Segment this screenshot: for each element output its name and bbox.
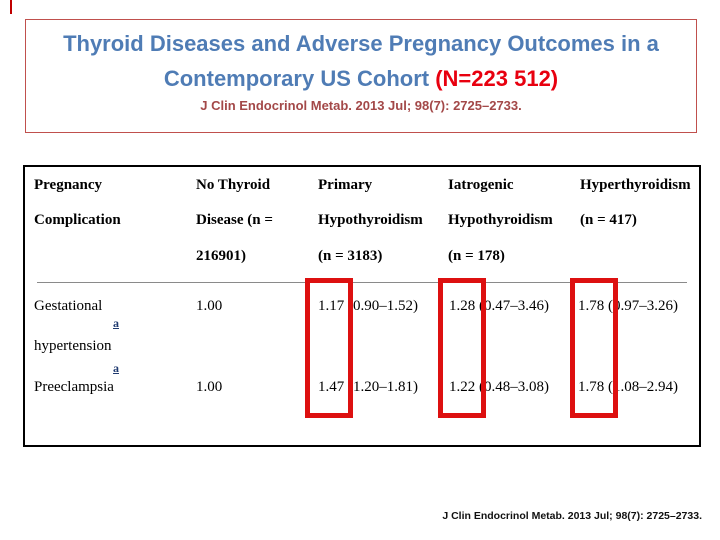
header-iatrogenic-hypothyroidism-line2: Hypothyroidism: [448, 212, 553, 228]
highlight-box-iatrogenic-hypothyroidism: [438, 278, 486, 418]
results-table: Pregnancy Complication No Thyroid Diseas…: [23, 165, 701, 447]
slide-title-line1: Thyroid Diseases and Adverse Pregnancy O…: [63, 31, 659, 56]
header-primary-hypothyroidism-line3: (n = 3183): [318, 248, 383, 264]
highlight-box-hyperthyroidism: [570, 278, 618, 418]
slide-edge-mark: [10, 0, 12, 14]
slide-title-sample-size: (N=223 512): [435, 66, 559, 91]
footer-journal-citation: J Clin Endocrinol Metab. 2013 Jul; 98(7)…: [442, 510, 702, 522]
footnote-mark-row1: a: [113, 316, 119, 330]
header-body-divider: [37, 282, 687, 283]
title-box: Thyroid Diseases and Adverse Pregnancy O…: [25, 19, 697, 133]
header-hyperthyroidism-line2: (n = 417): [580, 212, 637, 228]
header-iatrogenic-hypothyroidism-line3: (n = 178): [448, 248, 505, 264]
slide-title-line2: Contemporary US Cohort (N=223 512): [26, 66, 696, 92]
cell-preeclampsia-no-thyroid: 1.00: [196, 379, 223, 395]
header-primary-hypothyroidism-line1: Primary: [318, 177, 373, 193]
highlight-box-primary-hypothyroidism: [305, 278, 353, 418]
cell-gestational-primary: 1.17 (0.90–1.52): [318, 298, 418, 314]
cell-gestational-no-thyroid: 1.00: [196, 298, 223, 314]
header-pregnancy-complication-line2: Complication: [34, 212, 121, 228]
row-label-gestational-line1: Gestational: [34, 298, 103, 314]
cell-gestational-hyperthyroidism: 1.78 (0.97–3.26): [578, 298, 678, 314]
cell-preeclampsia-primary: 1.47 (1.20–1.81): [318, 379, 418, 395]
header-no-thyroid-line3: 216901): [196, 248, 246, 264]
header-no-thyroid-line2: Disease (n =: [196, 212, 273, 228]
cell-preeclampsia-hyperthyroidism: 1.78 (1.08–2.94): [578, 379, 678, 395]
row-label-gestational-line2: hypertension: [34, 338, 112, 354]
header-no-thyroid-line1: No Thyroid: [196, 177, 271, 193]
slide-title-cohort: Contemporary US Cohort: [163, 66, 436, 91]
header-pregnancy-complication-line1: Pregnancy: [34, 177, 103, 193]
row-label-preeclampsia: Preeclampsia: [34, 379, 114, 395]
cell-preeclampsia-iatrogenic: 1.22 (0.48–3.08): [449, 379, 549, 395]
header-primary-hypothyroidism-line2: Hypothyroidism: [318, 212, 423, 228]
header-hyperthyroidism-line1: Hyperthyroidism: [580, 177, 691, 193]
header-iatrogenic-hypothyroidism-line1: Iatrogenic: [448, 177, 514, 193]
title-journal-citation: J Clin Endocrinol Metab. 2013 Jul; 98(7)…: [200, 98, 522, 113]
cell-gestational-iatrogenic: 1.28 (0.47–3.46): [449, 298, 549, 314]
footnote-mark-row2: a: [113, 361, 119, 375]
